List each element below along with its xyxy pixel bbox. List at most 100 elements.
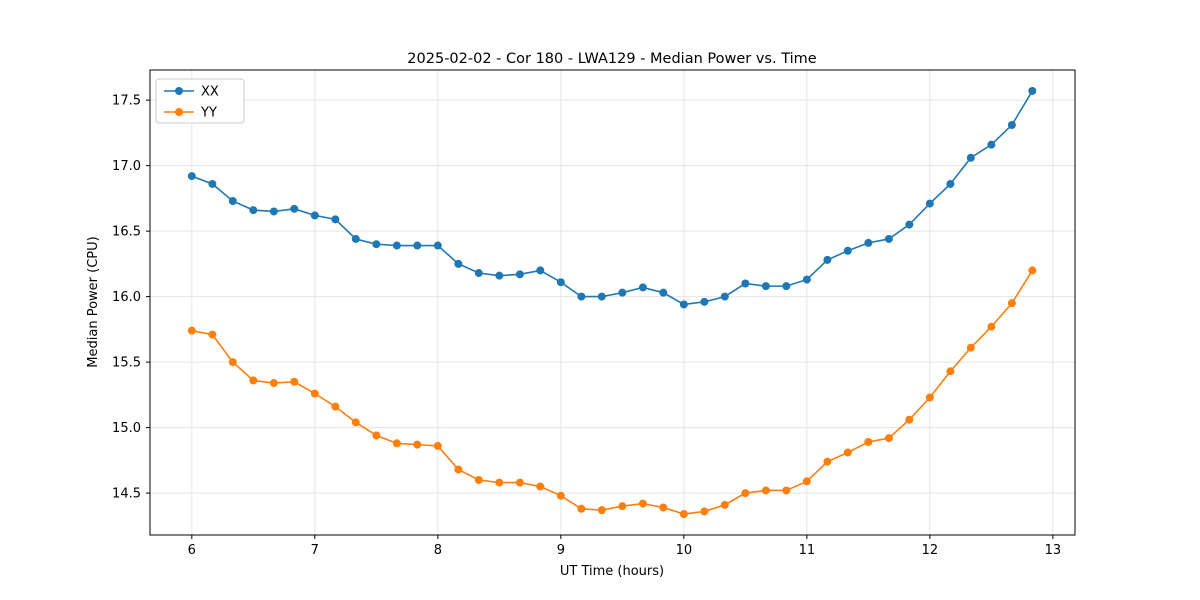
data-point-marker [372,240,381,249]
data-point-marker [433,241,442,250]
data-point-marker [802,477,811,486]
data-point-marker [1007,121,1016,130]
data-point-marker [474,475,483,484]
x-tick-label: 13 [1045,543,1062,558]
legend: XX YY [155,78,245,124]
data-point-marker [638,499,647,508]
legend-box [155,78,245,124]
data-point-marker [966,343,975,352]
plot-frame [149,69,1076,536]
data-point-marker [802,275,811,284]
y-tick-label: 17.0 [112,159,141,174]
data-point-marker [782,282,791,291]
legend-marker-sample [175,108,183,116]
x-tick-label: 10 [676,543,693,558]
y-tick-label: 16.0 [112,290,141,305]
data-point-marker [351,418,360,427]
data-point-marker [228,358,237,367]
data-point-marker [987,140,996,149]
data-point-marker [331,215,340,224]
data-point-marker [249,206,258,215]
x-tick-label: 11 [799,543,816,558]
data-point-marker [249,376,258,385]
data-point-marker [433,441,442,450]
x-tick-label: 12 [922,543,939,558]
data-point-marker [987,322,996,331]
data-point-marker [700,507,709,516]
data-point-marker [310,211,319,220]
data-point-marker [290,377,299,386]
data-point-marker [228,196,237,205]
data-point-marker [720,500,729,509]
x-tick-label: 6 [188,543,196,558]
data-point-marker [925,199,934,208]
data-point-marker [884,434,893,443]
axis-ticks: 6 7 8 9 10 11 12 13 14.5 15.0 15.5 16.0 16.5 17.0 17.5 [112,94,1061,558]
data-point-marker [515,270,524,279]
data-point-marker [761,486,770,495]
y-tick-label: 17.5 [112,94,141,109]
data-point-marker [1007,299,1016,308]
data-point-marker [392,241,401,250]
data-point-marker [269,379,278,388]
series-xx [187,86,1037,309]
data-point-marker [659,288,668,297]
data-point-marker [495,478,504,487]
legend-label: XX [201,85,219,100]
data-point-marker [536,482,545,491]
data-point-marker [884,234,893,243]
legend-label: YY [200,106,217,121]
data-point-marker [864,438,873,446]
data-point-marker [597,506,606,515]
data-point-marker [659,503,668,512]
y-tick-label: 16.5 [112,225,141,240]
data-point-marker [741,279,750,288]
x-axis-label: UT Time (hours) [560,564,664,579]
data-point-marker [966,153,975,162]
data-point-marker [351,234,360,243]
data-point-marker [843,448,852,457]
data-point-marker [269,207,278,216]
y-tick-label: 14.5 [112,487,141,502]
y-tick-label: 15.0 [112,421,141,436]
data-point-marker [474,269,483,278]
data-point-marker [823,457,832,466]
data-point-marker [1028,86,1037,95]
data-point-marker [577,504,586,513]
data-point-marker [454,259,463,268]
grid-lines [150,70,1075,535]
series-yy [187,266,1037,519]
data-point-marker [372,431,381,440]
data-point-marker [597,292,606,301]
data-point-marker [536,266,545,275]
data-point-marker [495,271,504,280]
data-point-marker [187,326,196,335]
data-point-marker [905,415,914,424]
data-point-marker [946,179,955,188]
data-point-marker [905,220,914,229]
data-point-marker [720,292,729,301]
x-tick-label: 8 [434,543,442,558]
data-point-marker [310,389,319,398]
series-line [191,269,1033,515]
data-point-marker [741,489,750,498]
data-point-marker [208,330,217,339]
data-point-marker [290,204,299,213]
data-point-marker [331,402,340,411]
data-point-marker [577,292,586,301]
data-point-marker [843,246,852,255]
data-point-marker [618,502,627,511]
data-point-marker [679,510,688,519]
y-tick-label: 15.5 [112,356,141,371]
data-point-marker [864,238,873,247]
chart-title: 2025-02-02 - Cor 180 - LWA129 - Median P… [407,51,816,67]
data-point-marker [515,478,524,487]
series-line [191,90,1034,306]
data-point-marker [679,300,688,309]
data-point-marker [782,486,791,495]
x-tick-label: 9 [557,543,565,558]
data-point-marker [208,179,217,188]
data-point-marker [1028,266,1037,275]
